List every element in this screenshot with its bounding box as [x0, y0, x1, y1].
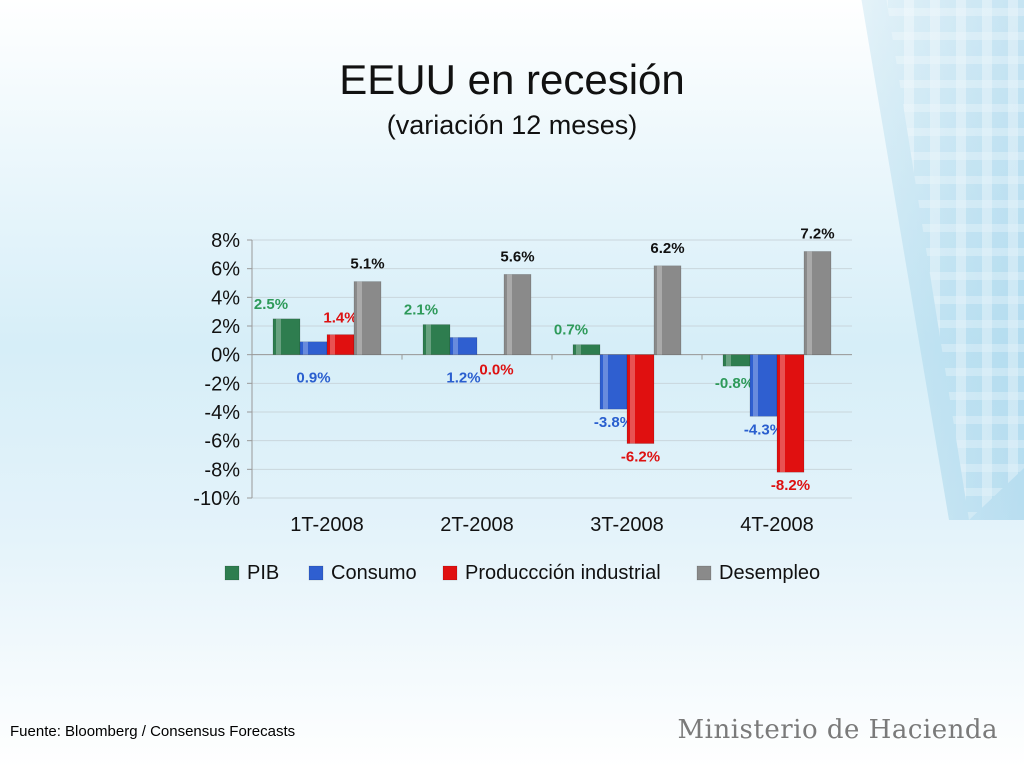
x-tick-label: 4T-2008	[740, 514, 813, 536]
bar-desempleo	[353, 281, 382, 355]
legend-swatch	[224, 565, 240, 581]
legend-label: Desempleo	[719, 562, 820, 584]
bar-produccci-n-industrial	[626, 354, 655, 444]
legend-swatch	[442, 565, 458, 581]
bar-highlight	[303, 341, 308, 355]
bar-produccci-n-industrial	[776, 354, 805, 473]
bar-highlight	[357, 281, 362, 355]
data-label: 0.0%	[479, 362, 513, 379]
data-label: 0.7%	[554, 322, 588, 339]
y-tick-label: 2%	[211, 316, 240, 338]
y-tick-label: -2%	[204, 373, 240, 395]
bar-consumo	[599, 354, 628, 410]
data-label: 0.9%	[296, 370, 330, 387]
data-label: 2.1%	[404, 302, 438, 319]
bar-chart: 8% 6% 4% 2% 0% -2% -4% -6% -8% -10% 1T-2008 2.5% 0.9…	[193, 225, 852, 584]
bar-highlight	[330, 334, 335, 355]
x-tick-label: 3T-2008	[590, 514, 663, 536]
bar-desempleo	[653, 265, 682, 355]
bar-highlight	[507, 274, 512, 355]
bar-consumo	[749, 354, 778, 417]
data-label: -6.2%	[621, 449, 660, 466]
data-label: -0.8%	[715, 375, 754, 392]
y-tick-label: -4%	[204, 402, 240, 424]
x-tick-label: 1T-2008	[290, 514, 363, 536]
bar-highlight	[453, 337, 458, 355]
data-label: -4.3%	[744, 421, 783, 438]
legend-swatch	[308, 565, 324, 581]
bar-highlight	[807, 251, 812, 355]
data-label: 2.5%	[254, 296, 288, 313]
legend-label: Produccción industrial	[465, 562, 661, 584]
bar-pib	[422, 324, 451, 355]
legend-swatch	[696, 565, 712, 581]
bar-desempleo	[803, 251, 832, 355]
bar-highlight	[657, 265, 662, 355]
bar-highlight	[780, 354, 785, 473]
data-label: -3.8%	[594, 414, 633, 431]
bar-highlight	[726, 354, 731, 367]
y-tick-label: 6%	[211, 259, 240, 281]
bar-highlight	[576, 344, 581, 355]
chart-title: EEUU en recesión	[339, 56, 685, 103]
y-tick-label: 4%	[211, 287, 240, 309]
data-label: 1.4%	[323, 310, 357, 327]
data-label: 5.1%	[350, 256, 384, 273]
ministry-logo-text: Ministerio de Hacienda	[677, 715, 998, 745]
data-label: 1.2%	[446, 370, 480, 387]
y-tick-label: -8%	[204, 459, 240, 481]
bar-desempleo	[503, 274, 532, 355]
bar-highlight	[276, 318, 281, 355]
bar-highlight	[753, 354, 758, 417]
y-tick-label: -6%	[204, 431, 240, 453]
bar-highlight	[426, 324, 431, 355]
data-label: 6.2%	[650, 240, 684, 257]
legend-label: Consumo	[331, 562, 417, 584]
bar-highlight	[630, 354, 635, 444]
source-note: Fuente: Bloomberg / Consensus Forecasts	[10, 723, 296, 740]
data-label: 7.2%	[800, 225, 834, 242]
y-tick-label: 8%	[211, 230, 240, 252]
bar-consumo	[449, 337, 478, 355]
data-label: 5.6%	[500, 248, 534, 265]
bar-pib	[572, 344, 601, 355]
data-label: -8.2%	[771, 477, 810, 494]
y-tick-label: -10%	[193, 488, 240, 510]
y-tick-label: 0%	[211, 345, 240, 367]
bar-pib	[272, 318, 301, 355]
chart-subtitle: (variación 12 meses)	[386, 110, 638, 140]
bar-highlight	[603, 354, 608, 410]
x-tick-label: 2T-2008	[440, 514, 513, 536]
legend-label: PIB	[247, 562, 279, 584]
